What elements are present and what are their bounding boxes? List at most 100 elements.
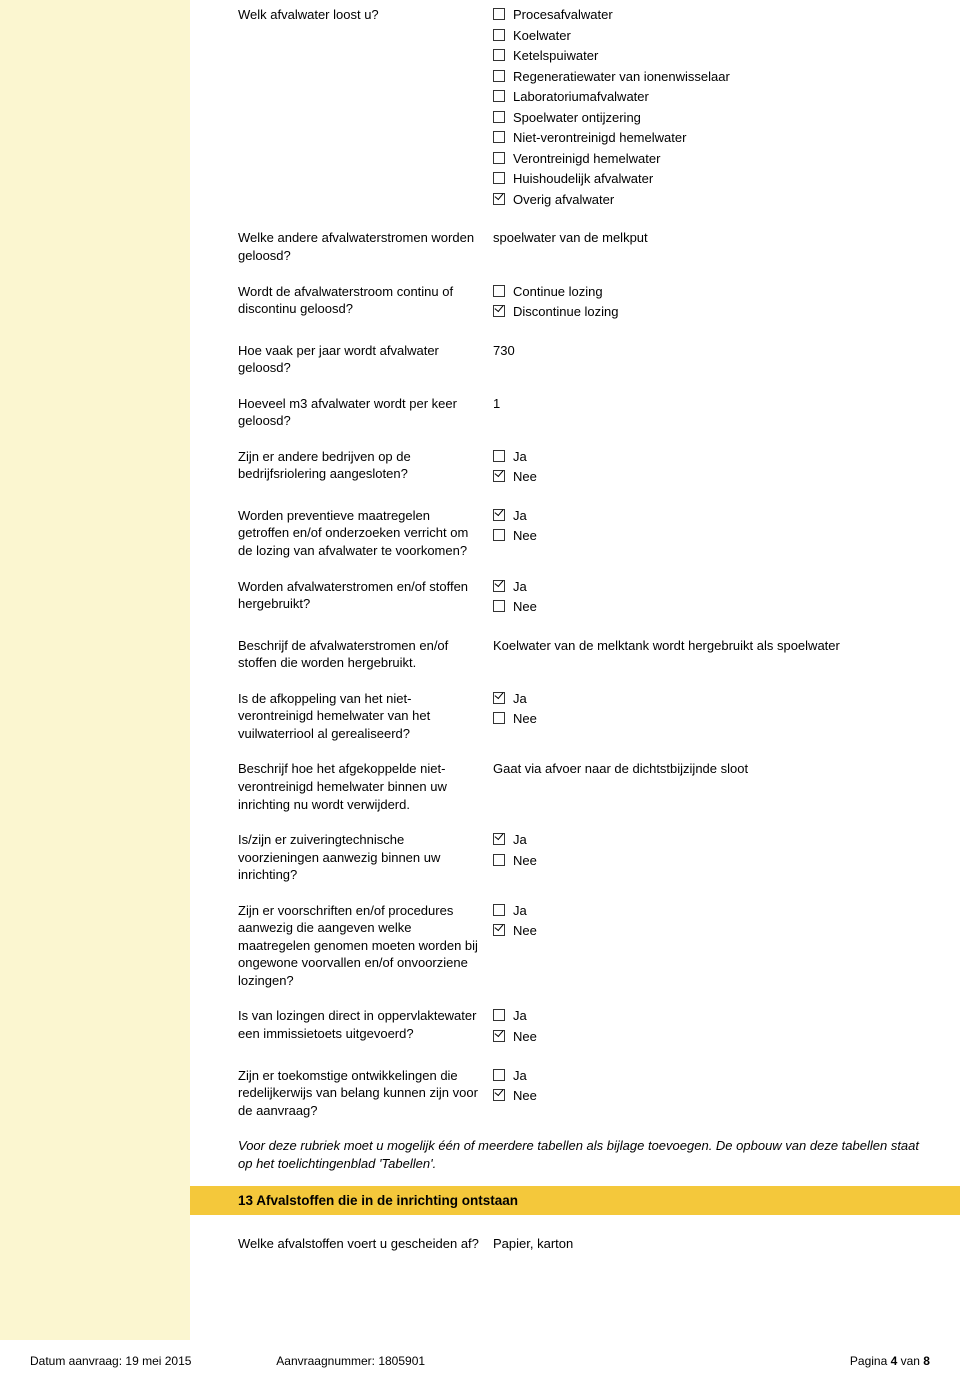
answer-options: Ja Nee	[493, 507, 930, 548]
left-margin	[0, 0, 190, 1340]
checkbox-icon[interactable]	[493, 529, 505, 541]
footer-datum-value: 19 mei 2015	[125, 1354, 191, 1368]
question-label: Hoeveel m3 afvalwater wordt per keer gel…	[238, 395, 493, 430]
question-label: Zijn er andere bedrijven op de bedrijfsr…	[238, 448, 493, 483]
option-label: Nee	[513, 852, 537, 870]
question-label: Worden preventieve maatregelen getroffen…	[238, 507, 493, 560]
footer-aanvraag: Aanvraagnummer: 1805901	[276, 1354, 425, 1368]
qa-afvalstoffen: Welke afvalstoffen voert u gescheiden af…	[238, 1235, 930, 1253]
footer-aanvraag-value: 1805901	[378, 1354, 425, 1368]
checkbox-icon[interactable]	[493, 90, 505, 102]
option-label: Procesafvalwater	[513, 6, 613, 24]
option-label: Overig afvalwater	[513, 191, 614, 209]
question-label: Hoe vaak per jaar wordt afvalwater geloo…	[238, 342, 493, 377]
answer-text: Gaat via afvoer naar de dichtstbijzijnde…	[493, 760, 930, 778]
option-label: Ja	[513, 902, 527, 920]
answer-options: Ja Nee	[493, 690, 930, 731]
checkbox-icon[interactable]	[493, 285, 505, 297]
option-label: Spoelwater ontijzering	[513, 109, 641, 127]
checkbox-icon[interactable]	[493, 450, 505, 462]
checkbox-icon[interactable]	[493, 1089, 505, 1101]
section-13-title: 13 Afvalstoffen die in de inrichting ont…	[190, 1186, 960, 1215]
checkbox-icon[interactable]	[493, 600, 505, 612]
checkbox-icon[interactable]	[493, 712, 505, 724]
checkbox-icon[interactable]	[493, 904, 505, 916]
answer-options: Continue lozing Discontinue lozing	[493, 283, 930, 324]
checkbox-icon[interactable]	[493, 49, 505, 61]
answer-options: Ja Nee	[493, 1007, 930, 1048]
option-label: Nee	[513, 468, 537, 486]
option-label: Ja	[513, 690, 527, 708]
qa-andere-stromen: Welke andere afvalwaterstromen worden ge…	[238, 229, 930, 264]
footer-datum: Datum aanvraag: 19 mei 2015	[30, 1354, 191, 1368]
checkbox-icon[interactable]	[493, 193, 505, 205]
qa-beschrijf-afgekoppeld: Beschrijf hoe het afgekoppelde niet-vero…	[238, 760, 930, 813]
checkbox-icon[interactable]	[493, 1030, 505, 1042]
checkbox-icon[interactable]	[493, 131, 505, 143]
option-label: Nee	[513, 598, 537, 616]
checkbox-icon[interactable]	[493, 470, 505, 482]
checkbox-icon[interactable]	[493, 152, 505, 164]
question-label: Zijn er toekomstige ontwikkelingen die r…	[238, 1067, 493, 1120]
option-label: Discontinue lozing	[513, 303, 619, 321]
qa-andere-bedrijven: Zijn er andere bedrijven op de bedrijfsr…	[238, 448, 930, 489]
question-label: Is van lozingen direct in oppervlaktewat…	[238, 1007, 493, 1042]
answer-text: 1	[493, 395, 930, 413]
checkbox-icon[interactable]	[493, 8, 505, 20]
checkbox-icon[interactable]	[493, 111, 505, 123]
question-label: Welke andere afvalwaterstromen worden ge…	[238, 229, 493, 264]
answer-options: Ja Nee	[493, 578, 930, 619]
checkbox-icon[interactable]	[493, 305, 505, 317]
answer-options: Ja Nee	[493, 1067, 930, 1108]
footer-page: Pagina 4 van 8	[850, 1354, 930, 1368]
footer-page-prefix: Pagina	[850, 1354, 891, 1368]
answer-text: spoelwater van de melkput	[493, 229, 930, 247]
qa-zuivering: Is/zijn er zuiveringtechnische voorzieni…	[238, 831, 930, 884]
option-label: Nee	[513, 710, 537, 728]
option-label: Laboratoriumafvalwater	[513, 88, 649, 106]
option-label: Nee	[513, 527, 537, 545]
qa-afkoppeling: Is de afkoppeling van het niet-verontrei…	[238, 690, 930, 743]
checkbox-icon[interactable]	[493, 580, 505, 592]
option-label: Regeneratiewater van ionenwisselaar	[513, 68, 730, 86]
footer-page-mid: van	[897, 1354, 923, 1368]
rubriek-note: Voor deze rubriek moet u mogelijk één of…	[238, 1137, 930, 1172]
answer-text: Koelwater van de melktank wordt hergebru…	[493, 637, 930, 655]
checkbox-icon[interactable]	[493, 833, 505, 845]
page: Welk afvalwater loost u? Procesafvalwate…	[0, 0, 960, 1340]
checkbox-icon[interactable]	[493, 29, 505, 41]
qa-hoe-vaak: Hoe vaak per jaar wordt afvalwater geloo…	[238, 342, 930, 377]
option-label: Niet-verontreinigd hemelwater	[513, 129, 686, 147]
option-label: Nee	[513, 922, 537, 940]
checkbox-icon[interactable]	[493, 70, 505, 82]
option-label: Verontreinigd hemelwater	[513, 150, 660, 168]
checkbox-icon[interactable]	[493, 692, 505, 704]
option-label: Nee	[513, 1087, 537, 1105]
footer-aanvraag-label: Aanvraagnummer:	[276, 1354, 378, 1368]
qa-hoeveel-m3: Hoeveel m3 afvalwater wordt per keer gel…	[238, 395, 930, 430]
option-label: Ja	[513, 1067, 527, 1085]
answer-text: Papier, karton	[493, 1235, 930, 1253]
checkbox-icon[interactable]	[493, 924, 505, 936]
option-label: Ketelspuiwater	[513, 47, 598, 65]
question-label: Wordt de afvalwaterstroom continu of dis…	[238, 283, 493, 318]
question-label: Worden afvalwaterstromen en/of stoffen h…	[238, 578, 493, 613]
checkbox-icon[interactable]	[493, 1009, 505, 1021]
qa-continu: Wordt de afvalwaterstroom continu of dis…	[238, 283, 930, 324]
answer-options: Procesafvalwater Koelwater Ketelspuiwate…	[493, 6, 930, 211]
checkbox-icon[interactable]	[493, 1069, 505, 1081]
section-13-header-wrap: 13 Afvalstoffen die in de inrichting ont…	[190, 1186, 960, 1215]
question-label: Beschrijf hoe het afgekoppelde niet-vero…	[238, 760, 493, 813]
checkbox-icon[interactable]	[493, 509, 505, 521]
checkbox-icon[interactable]	[493, 172, 505, 184]
footer: Datum aanvraag: 19 mei 2015 Aanvraagnumm…	[0, 1340, 960, 1382]
question-label: Is de afkoppeling van het niet-verontrei…	[238, 690, 493, 743]
answer-options: Ja Nee	[493, 902, 930, 943]
option-label: Ja	[513, 578, 527, 596]
qa-hergebruikt: Worden afvalwaterstromen en/of stoffen h…	[238, 578, 930, 619]
answer-text: 730	[493, 342, 930, 360]
footer-datum-label: Datum aanvraag:	[30, 1354, 125, 1368]
question-label: Welke afvalstoffen voert u gescheiden af…	[238, 1235, 493, 1253]
answer-options: Ja Nee	[493, 448, 930, 489]
checkbox-icon[interactable]	[493, 854, 505, 866]
